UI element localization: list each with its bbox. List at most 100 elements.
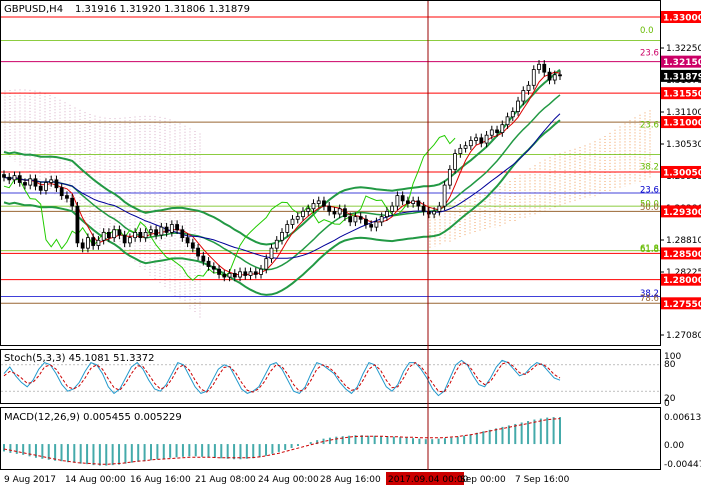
fib-lower-label: 50.0	[640, 203, 659, 213]
fib-lower-label: 23.6	[640, 185, 659, 195]
candle-up	[411, 200, 416, 204]
candle-up	[468, 140, 473, 147]
candle-up	[516, 100, 520, 112]
price-tag-box	[661, 69, 701, 82]
candle-up	[484, 134, 489, 144]
candle-down	[33, 178, 38, 187]
candle-down	[107, 231, 111, 239]
candle-up	[463, 145, 468, 149]
price-axis-label: 1.32250	[666, 44, 701, 54]
macd-label: MACD(12,26,9) 0.005455 0.005229	[4, 412, 182, 423]
fib-lower-label: 78.6	[640, 294, 659, 304]
price-tags: 1.33000 1.32150 1.31879 1.31550 1.31000 1.300…	[661, 11, 701, 310]
time-axis-label: 28 Aug 16:00	[320, 475, 381, 485]
candle-down	[211, 266, 216, 270]
stoch-label: Stoch(5,3,3) 45.1081 51.3372	[4, 353, 155, 364]
time-axis-label: 14 Aug 00:00	[65, 475, 126, 485]
macd-axis-label: -0.004477	[664, 460, 701, 470]
candle-up	[526, 84, 531, 91]
candle-down	[358, 216, 363, 220]
fib-lower-label: 61.8	[640, 245, 659, 255]
candle-up	[12, 175, 17, 181]
candle-up	[101, 231, 106, 241]
candle-down	[222, 274, 227, 278]
bollinger-middle	[3, 94, 561, 271]
price-tag-box	[661, 55, 701, 68]
candle-up	[269, 247, 274, 260]
candle-down	[327, 205, 332, 212]
candle-up	[248, 271, 253, 276]
candle-up	[453, 153, 457, 170]
candle-up	[259, 268, 263, 275]
candle-down	[175, 224, 179, 231]
time-axis-label: 16 Aug 16:00	[130, 475, 191, 485]
candle-up	[301, 210, 305, 218]
candle-down	[117, 229, 122, 236]
candle-down	[38, 185, 43, 191]
macd-axis-label: 0.00	[664, 441, 684, 451]
candle-up	[96, 239, 101, 246]
candle-up	[537, 63, 541, 70]
price-axis-label: 1.28225	[666, 268, 701, 278]
candle-up	[306, 208, 311, 212]
candle-down	[343, 208, 347, 218]
fib-upper-label: 23.6	[640, 49, 659, 59]
candle-up	[159, 226, 164, 236]
chart-title-symbol: GBPUSD,H4	[4, 4, 63, 15]
candle-up	[489, 129, 494, 136]
price-tag-label: 1.31550	[663, 90, 701, 100]
candle-up	[290, 218, 295, 225]
candle-up	[521, 90, 526, 102]
candle-down	[253, 271, 258, 275]
stoch-axis-label: 0	[664, 399, 670, 409]
candle-down	[122, 234, 127, 244]
candle-down	[400, 195, 405, 202]
candle-up	[390, 205, 395, 212]
candle-up	[227, 272, 232, 278]
candle-up	[264, 258, 269, 270]
candle-down	[59, 187, 64, 197]
candle-down	[180, 229, 185, 239]
candle-down	[332, 210, 337, 215]
price-tag-label: 1.33000	[663, 14, 701, 24]
candle-up	[505, 116, 510, 126]
candle-down	[547, 71, 552, 81]
candle-down	[154, 229, 159, 236]
stoch-main-line	[3, 359, 561, 397]
price-tag-box	[661, 11, 701, 23]
candle-up	[374, 221, 379, 228]
candlesticks	[2, 60, 562, 282]
candle-down	[364, 218, 368, 225]
candle-down	[232, 272, 237, 278]
price-tag-box	[661, 165, 701, 178]
candle-down	[138, 231, 143, 239]
candle-up	[552, 74, 557, 81]
candle-down	[479, 137, 484, 144]
candle-up	[311, 203, 316, 210]
candle-up	[28, 178, 33, 186]
horizontal-levels	[1, 16, 660, 304]
bollinger-lower	[3, 119, 561, 296]
price-tag-label: 1.31000	[663, 119, 701, 129]
fib-upper-label: 38.2	[640, 163, 659, 173]
price-tag-box	[661, 87, 701, 100]
price-tag-label: 1.30050	[663, 168, 701, 178]
price-tag-box	[661, 205, 701, 218]
candle-up	[353, 216, 358, 223]
fib-upper-label: 0.0	[640, 26, 654, 36]
candle-up	[500, 124, 505, 133]
candle-down	[2, 174, 6, 178]
candle-down	[190, 242, 195, 249]
stoch-panel-frame	[0, 349, 661, 404]
candle-up	[316, 200, 321, 204]
price-tag-label: 1.31879	[663, 72, 701, 82]
candle-up	[169, 224, 174, 233]
candle-up	[44, 182, 48, 191]
macd-axis-label: 0.006133	[664, 413, 701, 423]
time-axis-label: 9 Aug 2017	[4, 475, 56, 485]
candle-up	[379, 216, 384, 223]
candle-down	[217, 268, 221, 275]
candle-up	[274, 239, 279, 249]
candle-down	[7, 176, 12, 181]
